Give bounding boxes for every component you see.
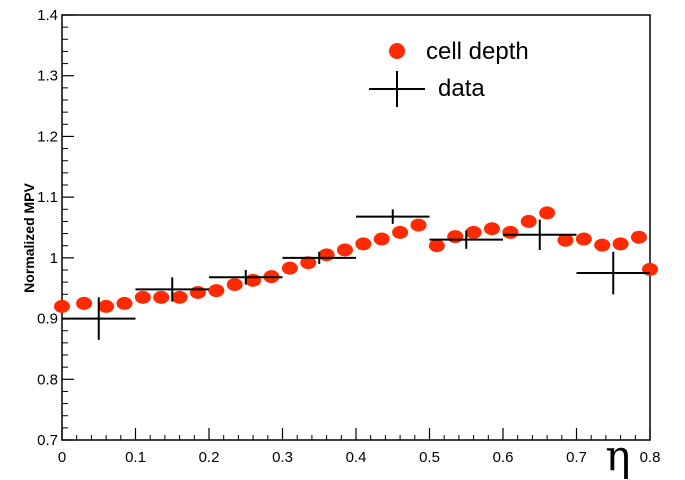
y-axis-label: Normalized MPV (21, 183, 37, 293)
cell-depth-point (539, 206, 556, 220)
cell-depth-point (483, 222, 500, 236)
legend-marker-cell-depth (389, 43, 405, 59)
cell-depth-point (465, 225, 482, 239)
plot-marks (54, 206, 658, 340)
y-tick-label: 0.9 (37, 311, 58, 328)
cell-depth-point (373, 232, 390, 246)
x-tick-label: 0.3 (272, 449, 293, 466)
y-tick-label: 1.2 (37, 128, 58, 145)
legend-label-data: data (438, 75, 485, 102)
cell-depth-point (594, 238, 611, 252)
axes: 0 0.1 0.2 0.3 0.4 0.5 0.6 0.7 0.8 0.7 0.8 0.9 1 1.1 1.… (37, 7, 660, 466)
x-tick-label: 0 (58, 449, 66, 466)
y-tick-label: 0.7 (37, 432, 58, 449)
cell-depth-point (245, 273, 262, 287)
cell-depth-point (300, 256, 317, 270)
cell-depth-point (208, 284, 225, 298)
cell-depth-point (318, 248, 335, 262)
cell-depth-point (171, 290, 188, 304)
cell-depth-point (54, 299, 70, 313)
legend: cell depth data (369, 38, 529, 107)
x-tick-label: 0.5 (419, 449, 440, 466)
x-tick-label: 0.1 (125, 449, 146, 466)
legend-label-cell-depth: cell depth (426, 38, 529, 65)
cell-depth-point (76, 296, 93, 310)
cell-depth-point (116, 296, 133, 310)
cell-depth-point (392, 225, 409, 239)
cell-depth-point (98, 299, 115, 313)
cell-depth-point (447, 230, 464, 244)
y-tick-label: 1 (50, 250, 58, 267)
cell-depth-point (502, 225, 519, 239)
cell-depth-point (336, 243, 353, 257)
cell-depth-point (575, 232, 592, 246)
cell-depth-point (281, 261, 298, 275)
x-tick-label: 0.6 (493, 449, 514, 466)
cell-depth-point (410, 218, 427, 232)
cell-depth-point (520, 214, 537, 228)
x-tick-label: 0.7 (566, 449, 587, 466)
plot-frame (61, 14, 651, 441)
x-axis-label: η (605, 431, 630, 480)
cell-depth-point (153, 290, 170, 304)
y-tick-label: 1.1 (37, 189, 58, 206)
y-tick-label: 1.4 (37, 7, 58, 24)
cell-depth-point (630, 230, 647, 244)
cell-depth-point (189, 285, 206, 299)
cell-depth-point (428, 239, 445, 253)
y-tick-label: 0.8 (37, 371, 58, 388)
cell-depth-point (134, 290, 151, 304)
x-tick-label: 0.2 (199, 449, 220, 466)
y-tick-label: 1.3 (37, 68, 58, 85)
x-tick-label: 0.4 (346, 449, 367, 466)
cell-depth-point (226, 278, 243, 292)
x-tick-label: 0.8 (640, 449, 661, 466)
cell-depth-point (612, 237, 629, 251)
cell-depth-point (557, 233, 574, 247)
cell-depth-point (355, 237, 372, 251)
